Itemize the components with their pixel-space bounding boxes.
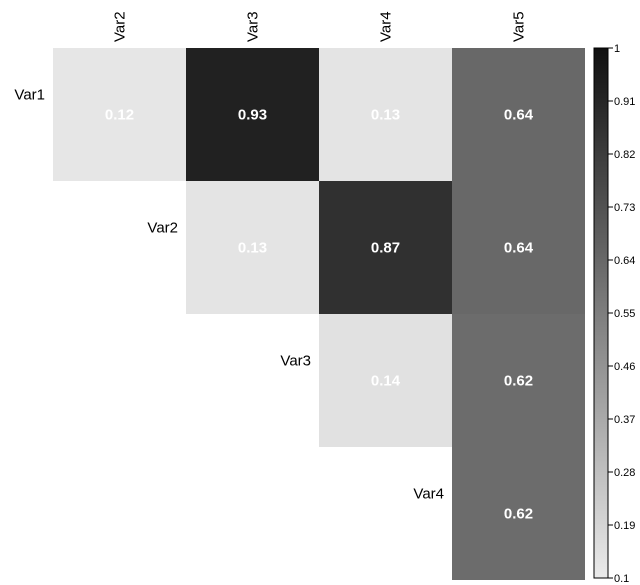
colorbar-tick-label: 0.46 <box>614 361 635 373</box>
row-label-var3: Var3 <box>280 353 311 370</box>
cell-value-label: 0.12 <box>105 107 134 124</box>
cell-value-label: 0.13 <box>238 240 267 257</box>
column-label-var3: Var3 <box>245 11 262 42</box>
heatmap-cell-var1-var3 <box>186 48 319 181</box>
colorbar-tick-label: 1 <box>614 43 620 55</box>
cell-value-label: 0.64 <box>504 107 534 124</box>
heatmap-cell-var4-var5 <box>452 447 585 580</box>
colorbar-tick-label: 0.1 <box>614 573 629 585</box>
column-label-var5: Var5 <box>511 11 528 42</box>
cell-value-label: 0.93 <box>238 107 267 124</box>
heatmap-cell-var1-var4 <box>319 48 452 181</box>
cell-value-label: 0.87 <box>371 240 400 257</box>
colorbar-tick-label: 0.64 <box>614 255 635 267</box>
cell-value-label: 0.64 <box>504 240 534 257</box>
column-label-var4: Var4 <box>378 11 395 42</box>
row-labels: Var1 Var2 Var3 Var4 <box>14 87 444 503</box>
row-label-var2: Var2 <box>147 220 178 237</box>
cell-value-label: 0.62 <box>504 506 533 523</box>
heatmap-cell-var1-var5 <box>452 48 585 181</box>
heatmap-cell-var3-var5 <box>452 314 585 447</box>
heatmap-cell-var2-var4 <box>319 181 452 314</box>
heatmap-cell-var3-var4 <box>319 314 452 447</box>
heatmap-cell-var2-var3 <box>186 181 319 314</box>
colorbar: 1 0.91 0.82 0.73 0.64 0.55 0.46 0.37 0.28 0.19 0.1 <box>593 43 635 585</box>
column-labels: Var2 Var3 Var4 Var5 <box>112 11 528 42</box>
cell-value-label: 0.13 <box>371 107 400 124</box>
row-label-var4: Var4 <box>413 486 444 503</box>
cell-value-label: 0.14 <box>371 373 401 390</box>
colorbar-tick-label: 0.28 <box>614 467 635 479</box>
colorbar-tick-label: 0.19 <box>614 520 635 532</box>
heatmap-cell-var1-var2 <box>53 48 186 181</box>
heatmap-cell-var2-var5 <box>452 181 585 314</box>
cell-value-label: 0.62 <box>504 373 533 390</box>
row-label-var1: Var1 <box>14 87 45 104</box>
colorbar-tick-label: 0.37 <box>614 414 635 426</box>
heatmap-cells: 0.12 0.93 0.13 0.64 0.13 0.87 0.64 0.14 0.62 0.62 <box>53 48 585 580</box>
colorbar-tick-label: 0.55 <box>614 308 635 320</box>
colorbar-tick-label: 0.91 <box>614 96 635 108</box>
colorbar-tick-label: 0.82 <box>614 149 635 161</box>
colorbar-gradient <box>593 47 609 579</box>
colorbar-tick-label: 0.73 <box>614 202 635 214</box>
column-label-var2: Var2 <box>112 11 129 42</box>
